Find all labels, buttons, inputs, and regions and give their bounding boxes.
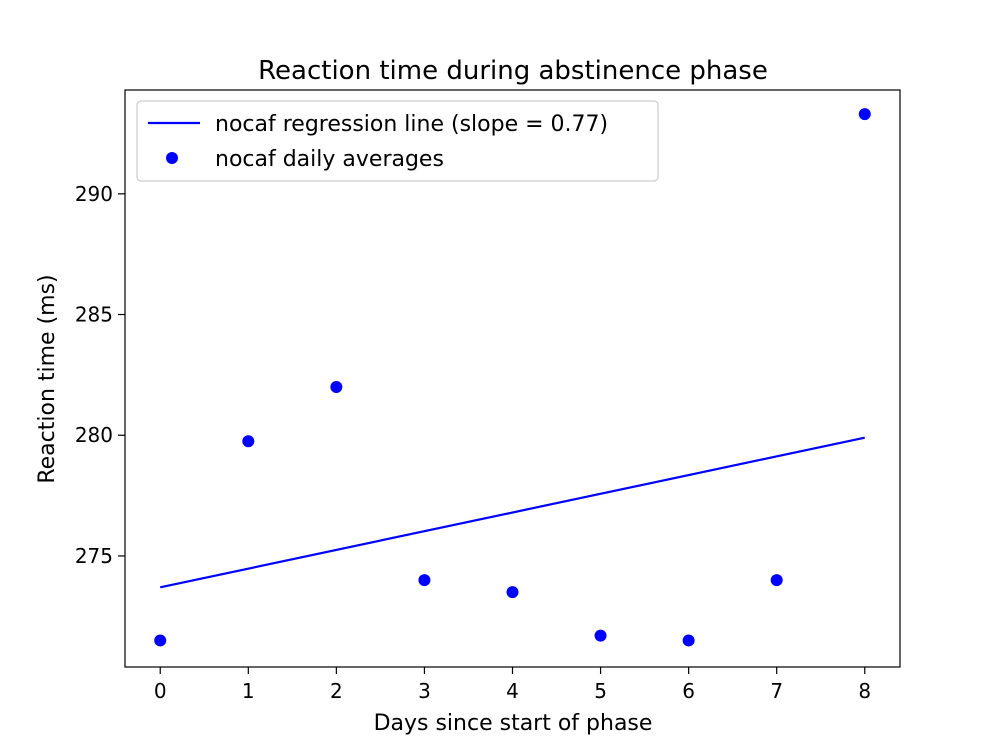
legend-marker-swatch — [166, 152, 178, 164]
regression-line — [159, 436, 866, 589]
data-point — [770, 574, 783, 587]
x-tick-label: 8 — [858, 679, 871, 703]
data-point — [594, 629, 607, 642]
y-tick-label: 275 — [75, 544, 113, 568]
chart-title: Reaction time during abstinence phase — [258, 56, 768, 86]
data-point — [154, 634, 167, 647]
x-tick-label: 2 — [330, 679, 343, 703]
data-point — [506, 586, 519, 599]
y-tick-label: 290 — [75, 182, 113, 206]
legend-entry-daily-averages: nocaf daily averages — [215, 147, 444, 172]
data-point — [242, 435, 255, 448]
data-point — [418, 574, 431, 587]
data-point — [682, 634, 695, 647]
legend-entry-regression: nocaf regression line (slope = 0.77) — [215, 112, 608, 137]
x-axis-label: Days since start of phase — [374, 711, 653, 736]
data-point — [858, 108, 871, 121]
x-tick-label: 4 — [506, 679, 519, 703]
x-tick-label: 1 — [242, 679, 255, 703]
y-tick-label: 285 — [75, 303, 113, 327]
x-axis: 0 1 2 3 4 5 6 7 8 — [154, 667, 871, 703]
y-axis-label: Reaction time (ms) — [35, 274, 60, 483]
plot-area — [154, 108, 871, 647]
data-point — [330, 380, 343, 393]
x-tick-label: 0 — [154, 679, 167, 703]
legend: nocaf regression line (slope = 0.77) noc… — [136, 100, 659, 182]
x-tick-label: 7 — [770, 679, 783, 703]
x-tick-label: 3 — [418, 679, 431, 703]
y-axis: 275 280 285 290 — [75, 182, 125, 568]
legend-box — [136, 100, 659, 182]
x-tick-label: 6 — [682, 679, 695, 703]
x-tick-label: 5 — [594, 679, 607, 703]
y-tick-label: 280 — [75, 423, 113, 447]
